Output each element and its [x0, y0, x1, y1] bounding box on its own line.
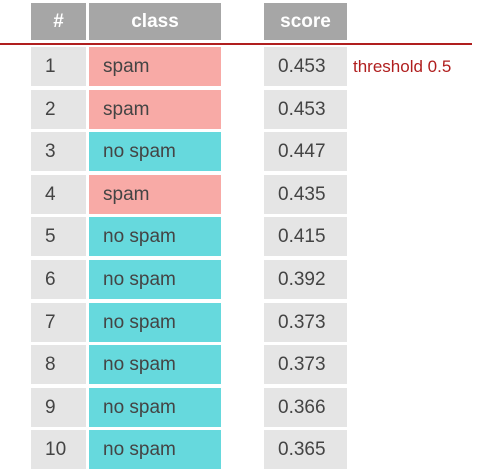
- header-num: #: [31, 3, 86, 40]
- score-cell: 0.435: [264, 175, 347, 214]
- row-number: 4: [31, 175, 86, 214]
- row-number: 10: [31, 430, 86, 469]
- score-cell: 0.365: [264, 430, 347, 469]
- score-cell: 0.373: [264, 303, 347, 342]
- row-number: 2: [31, 90, 86, 129]
- row-number: 8: [31, 345, 86, 384]
- header-score: score: [264, 3, 347, 40]
- score-cell: 0.392: [264, 260, 347, 299]
- class-cell-no-spam: no spam: [89, 303, 221, 342]
- score-cell: 0.415: [264, 217, 347, 256]
- score-cell: 0.366: [264, 388, 347, 427]
- row-number: 3: [31, 132, 86, 171]
- score-cell: 0.453: [264, 90, 347, 129]
- class-cell-no-spam: no spam: [89, 217, 221, 256]
- class-cell-spam: spam: [89, 90, 221, 129]
- score-cell: 0.373: [264, 345, 347, 384]
- class-cell-no-spam: no spam: [89, 345, 221, 384]
- row-number: 5: [31, 217, 86, 256]
- header-class: class: [89, 3, 221, 40]
- row-number: 7: [31, 303, 86, 342]
- class-cell-no-spam: no spam: [89, 132, 221, 171]
- threshold-line: [0, 43, 472, 45]
- score-cell: 0.447: [264, 132, 347, 171]
- row-number: 6: [31, 260, 86, 299]
- row-number: 1: [31, 47, 86, 86]
- row-number: 9: [31, 388, 86, 427]
- score-cell: 0.453: [264, 47, 347, 86]
- threshold-label: threshold 0.5: [353, 57, 452, 76]
- class-cell-spam: spam: [89, 175, 221, 214]
- class-cell-no-spam: no spam: [89, 388, 221, 427]
- class-cell-no-spam: no spam: [89, 430, 221, 469]
- class-cell-no-spam: no spam: [89, 260, 221, 299]
- class-cell-spam: spam: [89, 47, 221, 86]
